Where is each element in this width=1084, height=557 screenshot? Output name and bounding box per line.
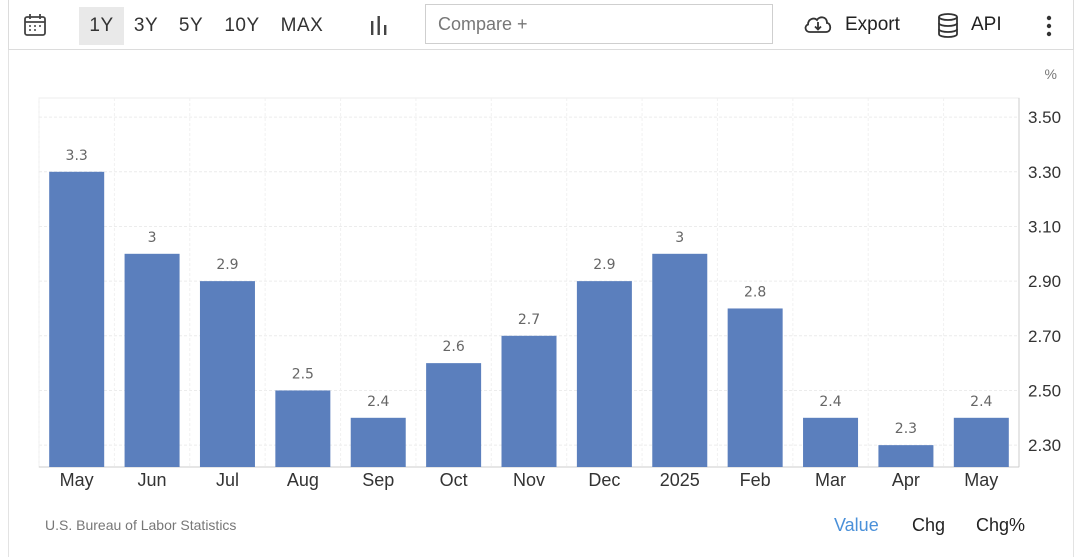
bar [803, 417, 859, 467]
export-button[interactable]: Export [845, 14, 900, 35]
data-label: 2.4 [819, 394, 841, 410]
data-label: 2.4 [367, 394, 389, 410]
bar [124, 253, 180, 467]
data-label: 2.9 [216, 257, 238, 273]
chart-frame [8, 0, 1074, 557]
bar [275, 390, 331, 467]
bar [576, 281, 632, 467]
data-label: 2.7 [518, 312, 540, 328]
data-label: 3 [148, 230, 157, 246]
more-vertical-icon[interactable] [1040, 14, 1058, 38]
range-10y-button[interactable]: 10Y [224, 15, 260, 36]
data-label: 2.9 [593, 257, 615, 273]
view-chg-button[interactable]: Chg [912, 515, 946, 535]
y-tick-label: 2.30 [1028, 436, 1061, 455]
data-label: 2.3 [895, 421, 917, 437]
x-tick-label: Apr [892, 470, 920, 490]
bar [727, 308, 783, 467]
range-max-button[interactable]: MAX [280, 15, 324, 36]
bar [501, 335, 557, 467]
y-tick-label: 3.50 [1028, 108, 1061, 127]
cloud-download-icon[interactable] [802, 12, 834, 38]
bar [878, 445, 934, 467]
data-label: 3.3 [66, 148, 88, 164]
y-axis-unit: % [1044, 66, 1057, 82]
x-tick-label: 2025 [660, 470, 700, 490]
bar [652, 253, 708, 467]
x-tick-label: Sep [362, 470, 394, 490]
compare-input[interactable]: Compare + [425, 4, 773, 44]
view-value-button[interactable]: Value [834, 515, 879, 535]
bar-chart-icon[interactable] [366, 13, 392, 39]
data-label: 2.5 [292, 366, 314, 382]
toolbar [8, 0, 1074, 50]
y-tick-label: 3.10 [1028, 217, 1061, 236]
x-tick-label: Jul [216, 470, 239, 490]
x-tick-label: Mar [815, 470, 846, 490]
x-tick-label: May [964, 470, 998, 490]
data-label: 2.4 [970, 394, 992, 410]
y-tick-label: 2.70 [1028, 327, 1061, 346]
bar [199, 281, 255, 467]
x-tick-label: May [60, 470, 94, 490]
x-tick-label: Jun [138, 470, 167, 490]
bar [426, 363, 482, 467]
database-icon[interactable] [935, 12, 961, 40]
x-tick-label: Aug [287, 470, 319, 490]
y-tick-label: 3.30 [1028, 163, 1061, 182]
data-label: 2.8 [744, 284, 766, 300]
range-3y-button[interactable]: 3Y [133, 15, 159, 36]
api-button[interactable]: API [971, 14, 1002, 35]
x-tick-label: Nov [513, 470, 545, 490]
x-tick-label: Dec [588, 470, 620, 490]
data-label: 2.6 [442, 339, 464, 355]
calendar-icon[interactable] [22, 12, 48, 38]
range-5y-button[interactable]: 5Y [178, 15, 204, 36]
x-tick-label: Feb [740, 470, 771, 490]
view-chg-pct-button[interactable]: Chg% [976, 515, 1026, 535]
bar [953, 417, 1009, 467]
source-label: U.S. Bureau of Labor Statistics [45, 517, 237, 533]
y-tick-label: 2.90 [1028, 272, 1061, 291]
bar [350, 417, 406, 467]
x-tick-label: Oct [440, 470, 468, 490]
data-label: 3 [675, 230, 684, 246]
range-1y-button[interactable]: 1Y [79, 7, 124, 45]
bar [49, 171, 105, 468]
y-tick-label: 2.50 [1028, 381, 1061, 400]
